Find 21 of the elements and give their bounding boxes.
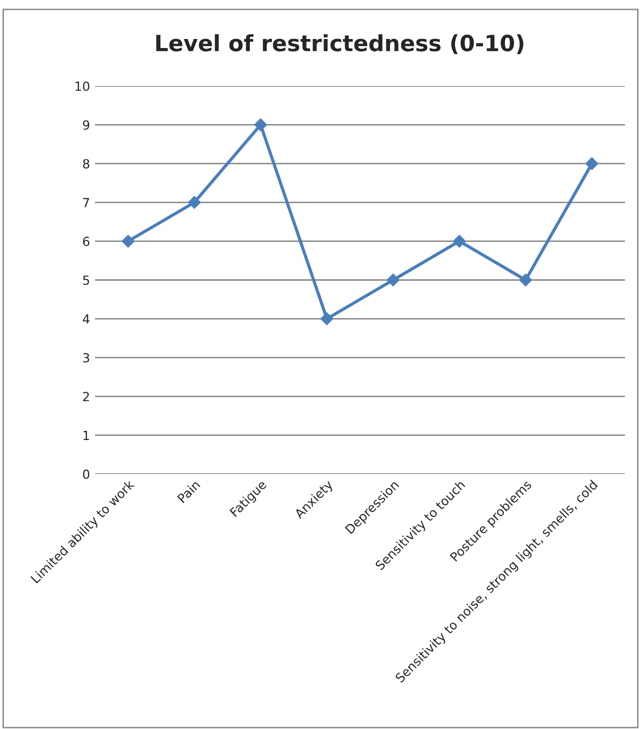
y-tick-label: 4: [82, 314, 90, 324]
y-tick-label: 1: [84, 430, 89, 440]
y-tick-label: 6: [83, 236, 90, 246]
point: [386, 274, 400, 286]
y-tick-label: 5: [83, 276, 90, 285]
y-tick-label: 2: [83, 392, 89, 402]
y-tick-label: 9: [82, 120, 90, 130]
y-tick-label: 3: [83, 353, 90, 363]
point: [188, 196, 201, 209]
point: [254, 118, 268, 132]
x-tick-label: Pain: [176, 480, 200, 504]
y-tick-label: 0: [83, 469, 90, 479]
y-tick-label: 10: [76, 81, 90, 91]
point: [320, 312, 334, 326]
point: [122, 234, 135, 248]
y-tick-label: 7: [83, 198, 90, 208]
point: [585, 157, 598, 170]
point: [519, 274, 532, 286]
point: [452, 234, 466, 248]
y-tick-label: 8: [83, 159, 90, 169]
chart-title: Level of restrictedness (0-10): [156, 34, 524, 54]
